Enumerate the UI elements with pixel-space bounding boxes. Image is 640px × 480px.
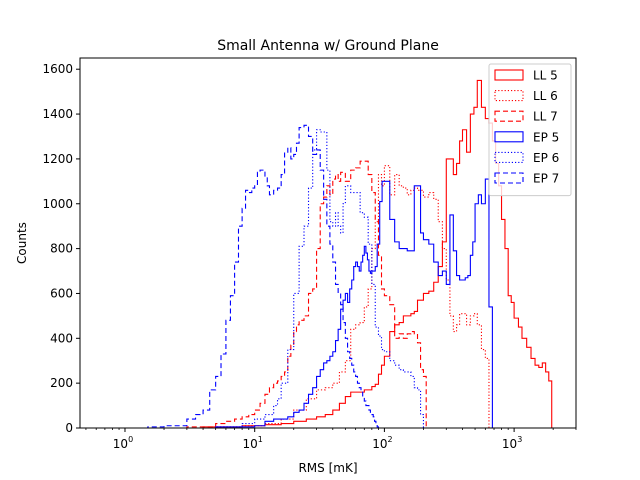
x-axis-label: RMS [mK] xyxy=(298,461,357,475)
x-tick-label: 102 xyxy=(372,435,392,451)
y-tick-label: 600 xyxy=(50,286,73,300)
legend-swatch xyxy=(494,131,524,143)
y-tick-label: 1000 xyxy=(42,197,73,211)
legend-swatch xyxy=(494,110,524,122)
y-tick-label: 1200 xyxy=(42,152,73,166)
plot-lines xyxy=(104,79,553,429)
series-line-ep-6 xyxy=(124,129,424,429)
series-line-ll-6 xyxy=(119,165,490,429)
legend-swatch xyxy=(494,90,524,102)
legend: LL 5 LL 6 LL 7 EP 5 EP 6 EP 7 xyxy=(488,63,572,197)
y-tick-label: 200 xyxy=(50,376,73,390)
y-tick-label: 1400 xyxy=(42,107,73,121)
y-axis: 0 200 400 600 800 1000 1200 1400 1600 xyxy=(42,62,80,435)
y-tick-label: 400 xyxy=(50,331,73,345)
axes-frame xyxy=(79,57,577,429)
series-line-ll-5 xyxy=(112,79,553,429)
legend-label: EP 7 xyxy=(533,172,559,186)
y-tick-label: 1600 xyxy=(42,62,73,76)
series-line-ep-7 xyxy=(104,124,380,429)
legend-label: EP 6 xyxy=(533,151,559,165)
x-tick-label: 101 xyxy=(243,435,263,451)
x-tick-label: 100 xyxy=(113,435,133,451)
y-tick-label: 800 xyxy=(50,242,73,256)
legend-swatch xyxy=(494,151,524,163)
legend-swatch xyxy=(494,69,524,81)
x-tick-label: 103 xyxy=(502,435,522,451)
legend-label: EP 5 xyxy=(533,130,559,144)
y-tick-label: 0 xyxy=(65,421,73,435)
chart-title: Small Antenna w/ Ground Plane xyxy=(217,38,439,54)
series-line-ep-5 xyxy=(112,178,493,429)
y-axis-label: Counts xyxy=(15,222,29,264)
legend-label: LL 6 xyxy=(533,89,558,103)
legend-label: LL 7 xyxy=(533,110,558,124)
legend-label: LL 5 xyxy=(533,69,558,83)
x-axis: 100 101 102 103 xyxy=(85,428,577,451)
series-line-ll-7 xyxy=(104,160,427,429)
legend-swatch xyxy=(494,172,524,184)
